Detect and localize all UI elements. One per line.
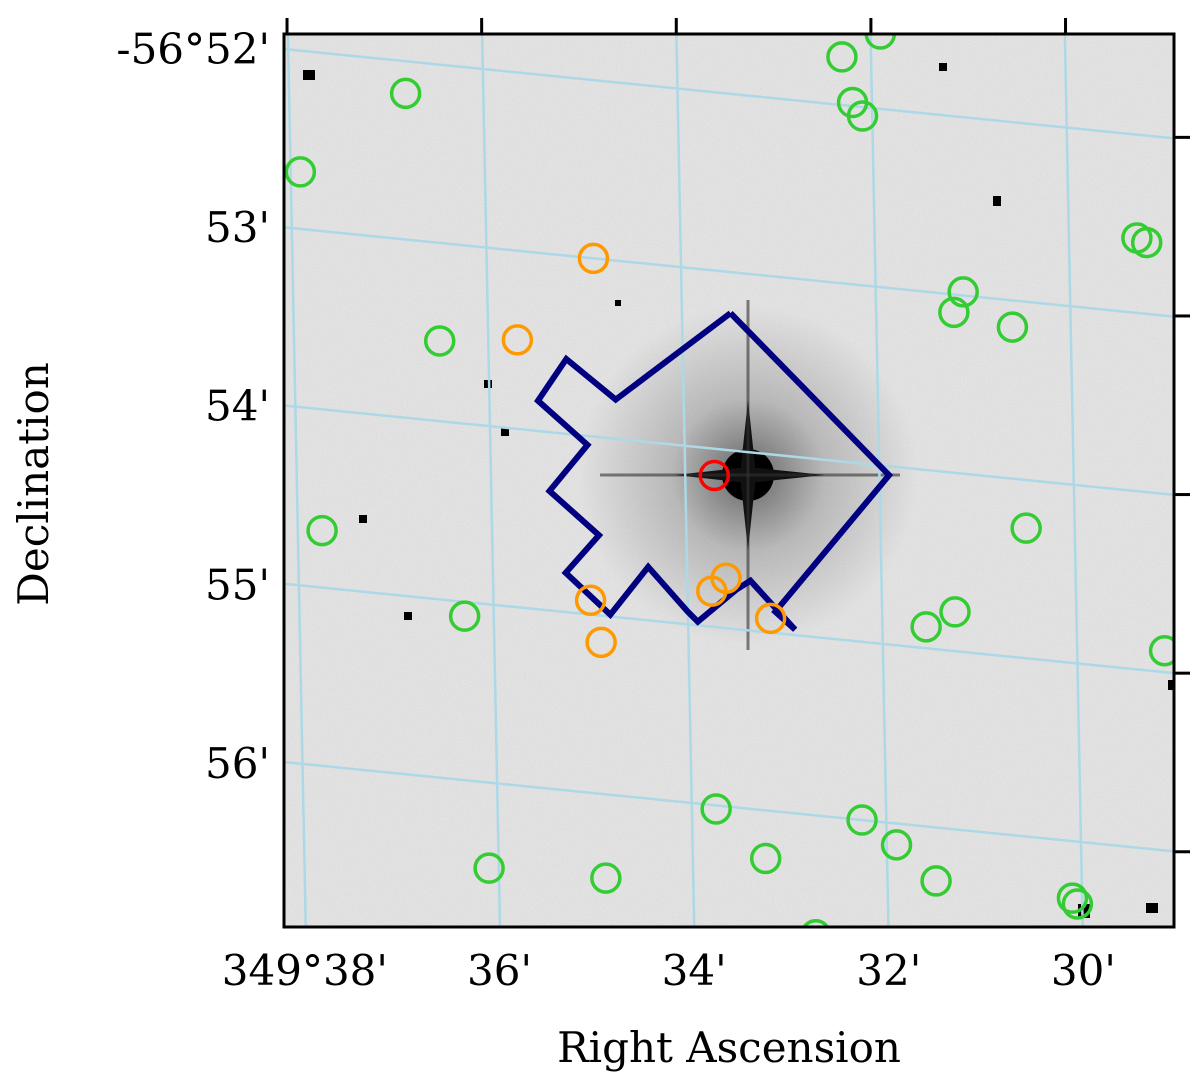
- ra-grid-line: [675, 34, 696, 927]
- source-marker: [473, 852, 505, 884]
- source-marker: [880, 829, 913, 861]
- y-axis-title: Declination: [9, 362, 58, 606]
- source-marker: [306, 514, 338, 547]
- y-tick-label: 56': [205, 739, 270, 788]
- y-tick-label: -56°52': [116, 25, 270, 74]
- axis-ticks: [285, 18, 1190, 854]
- source-marker: [389, 77, 422, 110]
- ra-grid-line: [480, 34, 502, 927]
- source-marker: [826, 41, 858, 73]
- source-marker: [939, 596, 971, 628]
- source-marker: [802, 919, 830, 927]
- tick-labels: 349°38' 36' 34' 32' 30' -56°52' 53' 54' 55' 56': [116, 25, 1116, 995]
- source-marker: [590, 862, 622, 894]
- instrument-footprint: [534, 310, 894, 632]
- source-marker: [700, 793, 732, 825]
- dec-grid-line: [284, 760, 1174, 853]
- source-marker: [1061, 888, 1094, 920]
- source-marker: [448, 600, 481, 632]
- source-marker: [846, 804, 878, 836]
- x-axis-title: Right Ascension: [557, 1023, 901, 1072]
- x-tick-label: 32': [856, 946, 921, 995]
- bright-star: [578, 300, 918, 650]
- dec-grid-line: [284, 47, 1174, 140]
- source-marker: [284, 156, 317, 188]
- source-marker: [1148, 635, 1174, 667]
- source-marker: [920, 865, 952, 897]
- source-marker: [1130, 226, 1163, 259]
- ra-grid-line: [1063, 34, 1084, 927]
- source-markers: [284, 0, 1174, 927]
- source-marker: [696, 575, 728, 607]
- x-tick-label: 349°38': [222, 946, 388, 995]
- source-marker: [754, 602, 787, 635]
- plot-frame: [282, 32, 1176, 929]
- source-marker: [501, 324, 534, 356]
- y-tick-label: 55': [205, 560, 270, 609]
- source-marker: [594, 0, 622, 6]
- y-tick-label: 54': [205, 382, 270, 431]
- source-marker: [423, 325, 456, 357]
- source-marker: [910, 611, 942, 643]
- dec-grid-line: [284, 404, 1174, 497]
- x-tick-label: 34': [662, 946, 727, 995]
- x-tick-label: 30': [1051, 946, 1116, 995]
- source-marker: [1056, 882, 1089, 914]
- target-marker: [698, 459, 731, 492]
- source-marker: [577, 242, 610, 275]
- dec-grid-line: [284, 582, 1174, 675]
- source-marker: [846, 100, 879, 132]
- x-tick-label: 36': [467, 946, 532, 995]
- source-marker: [947, 276, 979, 308]
- source-marker: [585, 626, 617, 659]
- source-marker: [1010, 512, 1042, 544]
- sky-image: [284, 0, 1174, 927]
- source-marker: [749, 842, 782, 875]
- source-marker: [996, 311, 1029, 343]
- ra-grid-line: [286, 34, 308, 927]
- source-marker: [938, 296, 970, 329]
- dec-grid-line: [284, 226, 1174, 318]
- source-marker: [574, 584, 607, 617]
- y-tick-label: 53': [205, 203, 270, 252]
